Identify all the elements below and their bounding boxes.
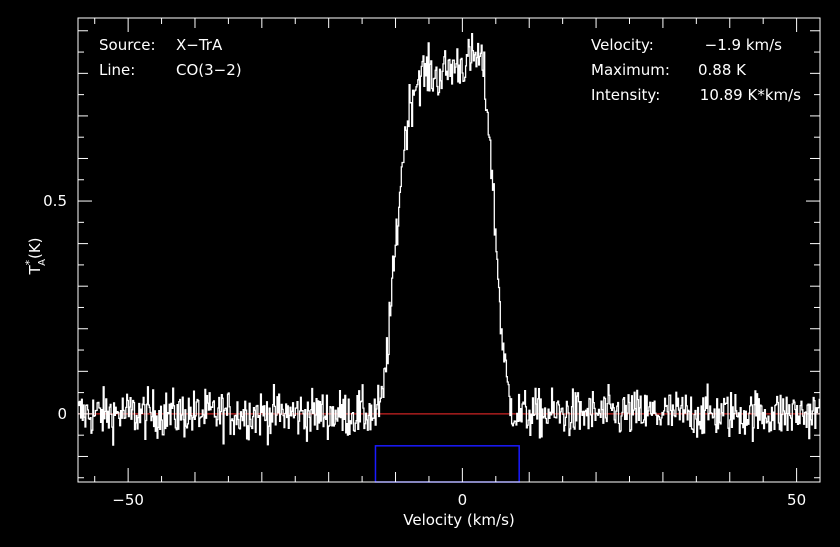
x-tick-label: 0 <box>458 491 468 509</box>
velocity-label: Velocity: <box>591 36 654 54</box>
plot-frame <box>77 17 821 483</box>
y-axis-label-unit: (K) <box>26 237 44 259</box>
y-axis-label-sub: A <box>37 259 48 266</box>
axis-ticks <box>78 18 820 482</box>
velocity-window-box <box>374 445 520 483</box>
source-info: Source: X−TrA Line: CO(3−2) <box>99 36 242 79</box>
intensity-label: Intensity: <box>591 86 660 104</box>
source-label: Source: <box>99 36 156 54</box>
y-tick-label: 0 <box>57 405 67 423</box>
x-tick-label: −50 <box>112 491 144 509</box>
intensity-value: 10.89 K*km/s <box>700 86 801 104</box>
x-tick-labels: −50 0 50 <box>112 491 806 509</box>
line-label: Line: <box>99 61 135 79</box>
spectrum-line <box>78 32 820 446</box>
source-value: X−TrA <box>176 36 223 54</box>
y-tick-label: 0.5 <box>43 192 67 210</box>
y-axis-label: T*A(K) <box>23 237 48 275</box>
y-tick-labels: 00.5 <box>43 192 67 423</box>
maximum-label: Maximum: <box>591 61 670 79</box>
line-value: CO(3−2) <box>176 61 242 79</box>
y-axis-label-main: T <box>26 265 44 276</box>
y-axis-label-sup: * <box>23 259 36 265</box>
svg-text:T*A(K): T*A(K) <box>23 237 48 275</box>
x-axis-label: Velocity (km/s) <box>403 511 514 529</box>
x-tick-label: 50 <box>787 491 806 509</box>
maximum-value: 0.88 K <box>698 61 747 79</box>
measurement-info: Velocity: −1.9 km/s Maximum: 0.88 K Inte… <box>591 36 801 104</box>
velocity-value: −1.9 km/s <box>705 36 783 54</box>
